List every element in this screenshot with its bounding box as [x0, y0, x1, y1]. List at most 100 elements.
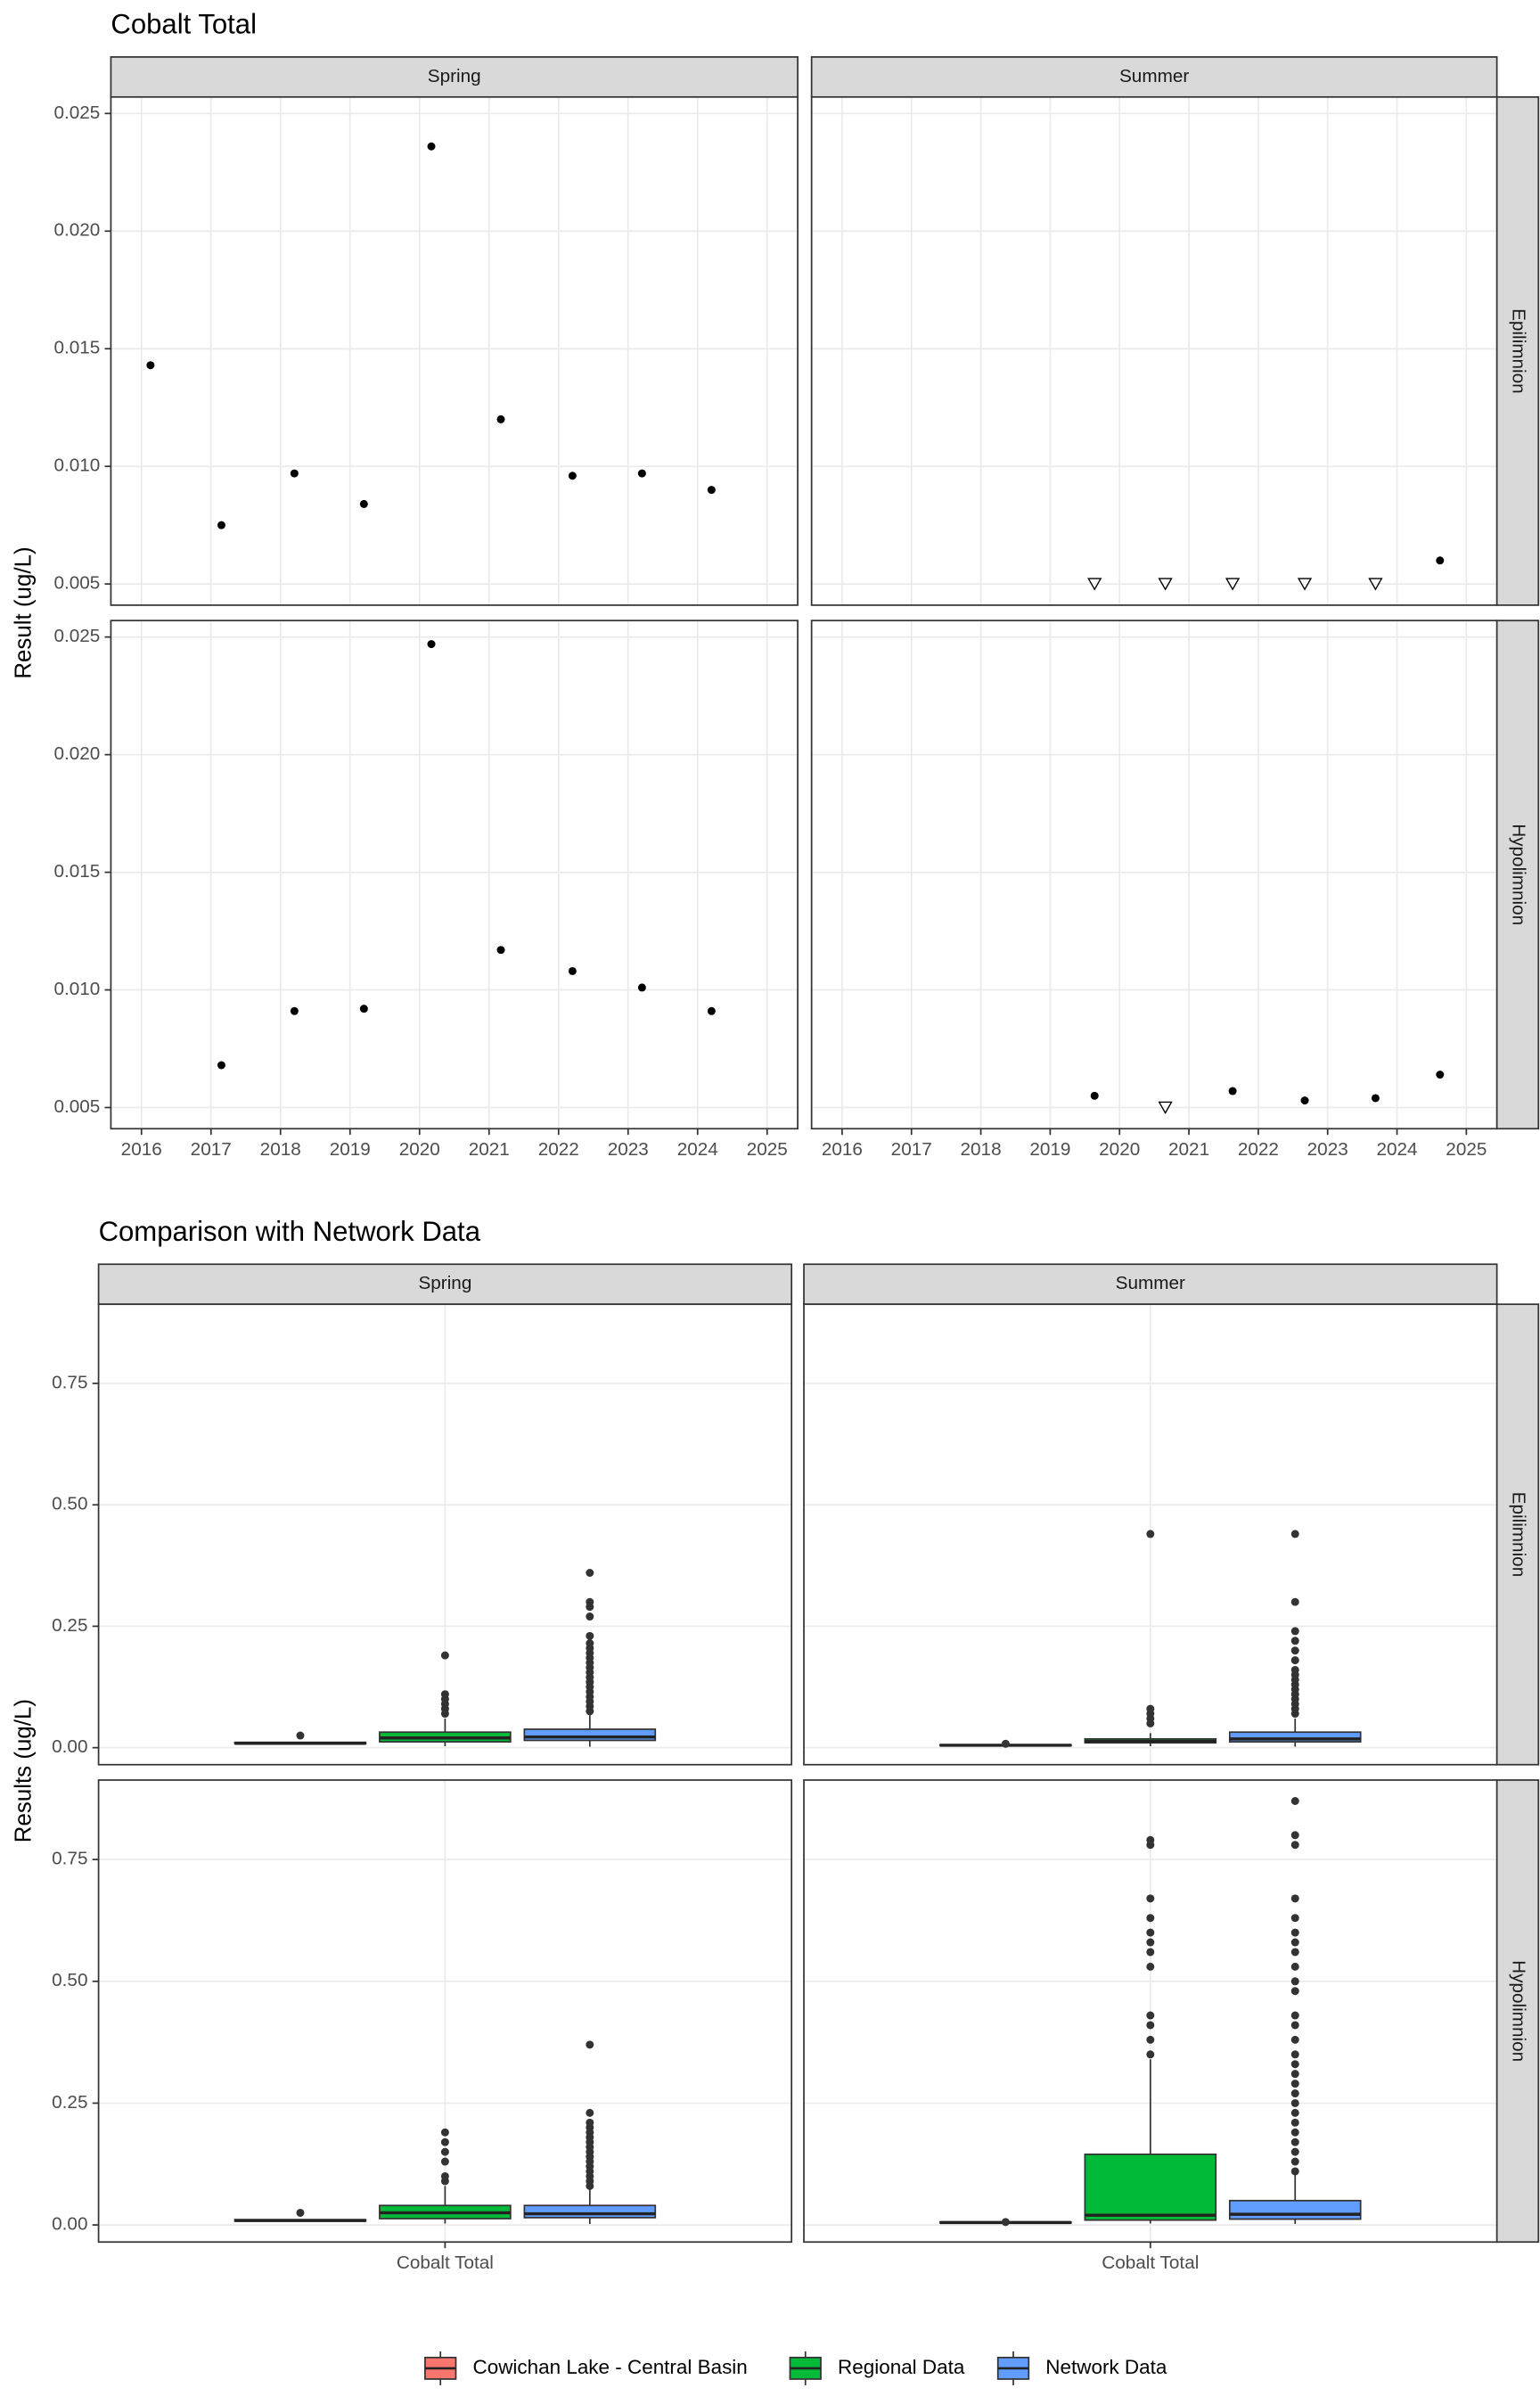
y-tick-label: 0.005 [53, 573, 100, 594]
outlier [1146, 1530, 1155, 1539]
x-tick-label: Cobalt Total [397, 2252, 494, 2273]
box [523, 2204, 657, 2219]
data-point [1300, 1096, 1309, 1105]
outlier [1146, 1704, 1155, 1713]
data-point [1228, 1087, 1237, 1095]
outlier [440, 2157, 449, 2166]
data-point [359, 499, 368, 508]
panel-border [810, 95, 1498, 606]
x-tick-label: 2022 [1238, 1139, 1279, 1160]
outlier [1290, 2167, 1299, 2176]
outlier [1290, 2011, 1299, 2020]
data-point [568, 966, 577, 975]
facet-label: Epilimnion [1508, 308, 1528, 394]
x-tick-label: 2023 [1307, 1139, 1348, 1160]
y-tick-label: 0.75 [52, 1372, 87, 1392]
panel-background [811, 620, 1497, 1129]
facet-strip [97, 1263, 793, 1306]
panel-border [110, 95, 799, 606]
outlier [1290, 1928, 1299, 1937]
outlier [1290, 1637, 1299, 1645]
outlier [586, 2040, 594, 2049]
outlier [1146, 2035, 1155, 2044]
data-point [1436, 556, 1445, 565]
outlier [1001, 1739, 1010, 1748]
outlier [1290, 1948, 1299, 1957]
y-tick-label: 0.020 [53, 743, 100, 764]
outlier [440, 1651, 449, 1660]
data-point [1436, 1071, 1445, 1079]
outlier [1290, 1665, 1299, 1674]
panel-border [110, 620, 799, 1130]
facet-strip [1495, 1303, 1540, 1766]
facet-strip [1495, 620, 1540, 1130]
outlier [1290, 2128, 1299, 2137]
data-point [568, 472, 577, 480]
x-tick-label: 2017 [891, 1139, 932, 1160]
data-point [637, 983, 646, 992]
outlier [1290, 1987, 1299, 1996]
outlier [1146, 2050, 1155, 2059]
outlier [1290, 1962, 1299, 1971]
outlier [586, 1631, 594, 1640]
outlier [586, 2118, 594, 2127]
outlier [1290, 2060, 1299, 2069]
outlier [1146, 1894, 1155, 1903]
y-axis-label: Results (ug/L) [11, 1699, 36, 1842]
facet-label: Summer [1119, 66, 1189, 86]
data-point [359, 1005, 368, 1013]
x-tick-label: 2016 [822, 1139, 863, 1160]
facet-strip [810, 56, 1498, 98]
outlier [296, 1731, 305, 1740]
y-tick-label: 0.50 [52, 1494, 87, 1514]
data-point [290, 469, 299, 478]
x-tick-label: 2017 [191, 1139, 232, 1160]
y-tick-label: 0.00 [52, 2214, 87, 2235]
x-tick-label: 2020 [399, 1139, 440, 1160]
outlier [1146, 2021, 1155, 2030]
box [1228, 2199, 1362, 2220]
outlier [1146, 1914, 1155, 1923]
x-tick-label: 2021 [469, 1139, 510, 1160]
y-tick-label: 0.25 [52, 2092, 87, 2113]
outlier [586, 1597, 594, 1606]
below-detection-point [1297, 578, 1313, 591]
panel-background [111, 620, 799, 1129]
outlier [1290, 1627, 1299, 1636]
y-tick-label: 0.020 [53, 220, 100, 241]
outlier [440, 2128, 449, 2137]
facet-strip [110, 56, 799, 98]
outlier [1290, 1656, 1299, 1665]
outlier [1290, 1797, 1299, 1805]
outlier [1146, 1948, 1155, 1957]
legend-label: Regional Data [838, 2356, 965, 2378]
outlier [1146, 1962, 1155, 1971]
x-tick-label: 2018 [260, 1139, 301, 1160]
facet-label: Summer [1116, 1273, 1185, 1293]
outlier [1290, 1530, 1299, 1539]
chart-title: Cobalt Total [111, 9, 257, 40]
panel-border [97, 1303, 793, 1766]
outlier [1290, 1977, 1299, 1986]
x-tick-label: 2019 [1029, 1139, 1070, 1160]
outlier [1290, 2138, 1299, 2146]
box [1084, 2153, 1217, 2221]
outlier [1290, 2147, 1299, 2156]
x-tick-label: 2023 [608, 1139, 649, 1160]
data-point [217, 521, 225, 529]
below-detection-point [1368, 578, 1383, 591]
x-tick-label: 2025 [747, 1139, 788, 1160]
data-point [496, 946, 505, 955]
data-point [427, 640, 436, 649]
data-point [290, 1006, 299, 1015]
outlier [1290, 2089, 1299, 2098]
outlier [1290, 2021, 1299, 2030]
chart-title: Comparison with Network Data [99, 1216, 481, 1247]
outlier [1290, 2108, 1299, 2117]
box [523, 1728, 657, 1742]
box [1228, 1731, 1362, 1743]
y-tick-label: 0.25 [52, 1615, 87, 1636]
outlier [1146, 1835, 1155, 1844]
data-point [427, 142, 436, 151]
